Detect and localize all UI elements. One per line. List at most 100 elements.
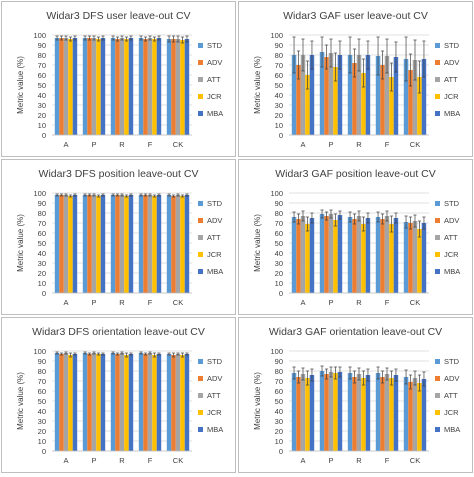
bar: [82, 195, 88, 293]
bar: [375, 56, 381, 135]
y-tick-label: 90: [38, 41, 46, 50]
y-tick-label: 10: [275, 279, 283, 288]
bar: [166, 354, 172, 451]
bar: [68, 355, 73, 451]
legend-swatch: [198, 359, 203, 364]
bar: [128, 38, 134, 135]
y-tick-label: 40: [275, 407, 283, 416]
legend-label: ADV: [444, 216, 459, 225]
chart-title: Widar3 GAF position leave-out CV: [275, 168, 435, 180]
bar: [324, 216, 329, 293]
y-tick-label: 70: [38, 377, 46, 386]
bar: [82, 38, 88, 135]
y-tick-label: 80: [275, 367, 283, 376]
bar: [96, 354, 101, 451]
bar: [319, 214, 325, 293]
legend-swatch: [198, 94, 203, 99]
y-tick-label: 10: [38, 121, 46, 130]
x-tick-label: A: [300, 140, 305, 149]
y-tick-label: 20: [275, 111, 283, 120]
bar: [138, 38, 144, 135]
bar: [361, 378, 366, 451]
bar: [128, 195, 134, 293]
bar: [291, 217, 297, 293]
bar: [337, 55, 343, 135]
bar: [68, 39, 73, 135]
bar: [175, 354, 181, 451]
x-tick-label: A: [300, 456, 305, 465]
bar: [156, 195, 162, 293]
bar: [361, 224, 366, 293]
y-tick-label: 30: [38, 101, 46, 110]
bar: [393, 57, 399, 135]
bar: [384, 374, 390, 451]
bar: [333, 220, 338, 293]
bar: [328, 372, 334, 451]
y-axis-label: Metric value (%): [253, 372, 262, 430]
y-tick-label: 90: [275, 41, 283, 50]
y-tick-label: 100: [33, 347, 46, 356]
bar: [87, 354, 92, 451]
x-tick-label: A: [63, 140, 68, 149]
y-tick-label: 90: [38, 357, 46, 366]
y-tick-label: 70: [275, 61, 283, 70]
bar: [59, 354, 64, 451]
bar: [389, 77, 394, 135]
y-tick-label: 70: [38, 219, 46, 228]
x-tick-label: P: [91, 456, 96, 465]
bar: [305, 75, 310, 135]
chart-panel: Widar3 DFS user leave-out CV 0 10 20 30 40 50 6…: [1, 1, 236, 157]
y-tick-label: 30: [275, 259, 283, 268]
legend-swatch: [435, 43, 440, 48]
bar: [408, 223, 413, 293]
bar: [87, 195, 92, 293]
x-tick-label: CK: [173, 140, 183, 149]
y-tick-label: 40: [38, 91, 46, 100]
bar: [403, 222, 409, 293]
y-tick-label: 100: [270, 31, 283, 40]
bar: [180, 40, 185, 135]
bar: [147, 195, 153, 293]
legend-label: JCR: [444, 250, 459, 259]
y-tick-label: 60: [38, 229, 46, 238]
x-tick-label: R: [119, 298, 125, 307]
bar: [389, 378, 394, 451]
bar: [356, 55, 362, 135]
y-axis-label: Metric value (%): [16, 56, 25, 114]
bar: [119, 353, 125, 451]
y-tick-label: 80: [38, 367, 46, 376]
bar: [72, 195, 78, 293]
legend-label: STD: [444, 199, 460, 208]
legend-swatch: [435, 111, 440, 116]
bar: [337, 215, 343, 293]
bar: [361, 73, 366, 135]
bar: [328, 214, 334, 293]
bar: [417, 77, 422, 135]
chart-panel: Widar3 GAF position leave-out CV 0 10 20 30 4…: [238, 159, 473, 315]
bar: [156, 38, 162, 135]
x-tick-label: CK: [173, 456, 183, 465]
bar: [380, 219, 385, 293]
bar: [412, 378, 418, 451]
legend-label: ATT: [444, 391, 458, 400]
y-tick-label: 60: [38, 71, 46, 80]
bar-chart: Widar3 DFS orientation leave-out CV 01020…: [16, 326, 223, 465]
bar: [421, 223, 427, 293]
bar: [128, 354, 134, 451]
bar-chart: Widar3 GAF orientation leave-out CV 01020…: [253, 326, 460, 465]
bar: [421, 59, 427, 135]
bar: [184, 195, 190, 293]
bar: [291, 55, 297, 135]
bar: [384, 216, 390, 293]
bar: [96, 39, 101, 135]
legend-label: ADV: [207, 216, 222, 225]
y-tick-label: 90: [38, 199, 46, 208]
bar: [143, 354, 148, 451]
bar: [347, 217, 353, 293]
legend-label: JCR: [207, 250, 222, 259]
legend-swatch: [435, 218, 440, 223]
legend-swatch: [198, 111, 203, 116]
bar: [403, 59, 409, 135]
bar: [156, 354, 162, 451]
legend-label: MBA: [444, 109, 460, 118]
